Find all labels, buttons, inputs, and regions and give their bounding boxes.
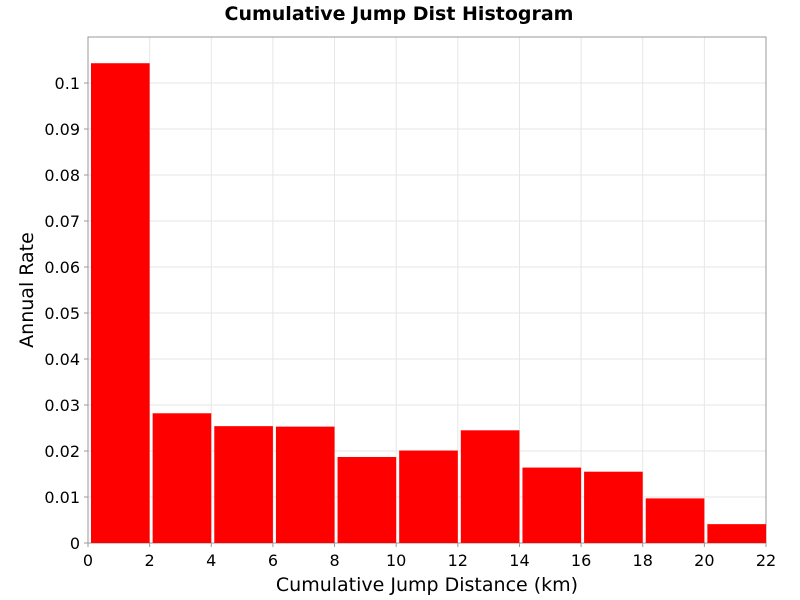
x-tick-label: 0 [83, 551, 93, 570]
y-tick-label: 0.08 [44, 166, 80, 185]
y-tick-label: 0.01 [44, 488, 80, 507]
y-tick-label: 0.1 [55, 74, 80, 93]
histogram-bar-8-10 [337, 456, 397, 543]
x-tick-label: 8 [329, 551, 339, 570]
histogram-bar-14-16 [522, 467, 582, 543]
y-tick-label: 0.06 [44, 258, 80, 277]
y-tick-label: 0.07 [44, 212, 80, 231]
histogram-bar-10-12 [399, 450, 458, 543]
x-tick-label: 4 [206, 551, 216, 570]
histogram-bar-0-2 [91, 63, 150, 543]
x-axis-ticks: 0 2 4 6 8 10 12 14 16 18 20 22 [83, 543, 776, 570]
chart-title: Cumulative Jump Dist Histogram [225, 3, 574, 25]
y-tick-label: 0.03 [44, 396, 80, 415]
histogram-bar-20-22 [707, 524, 766, 543]
x-axis-label: Cumulative Jump Distance (km) [276, 574, 578, 596]
x-tick-label: 12 [448, 551, 468, 570]
x-tick-label: 6 [268, 551, 278, 570]
histogram-bar-2-4 [152, 413, 212, 543]
x-tick-label: 18 [633, 551, 653, 570]
y-tick-label: 0.09 [44, 120, 80, 139]
x-tick-label: 10 [386, 551, 406, 570]
histogram-bar-4-6 [214, 426, 273, 543]
x-tick-label: 14 [509, 551, 529, 570]
histogram-bar-16-18 [584, 471, 643, 543]
y-axis-ticks: 0 0.01 0.02 0.03 0.04 0.05 0.06 0.07 0.08 0.09 0.1 [44, 74, 88, 553]
x-tick-label: 22 [756, 551, 776, 570]
y-tick-label: 0.02 [44, 442, 80, 461]
histogram-bar-12-14 [460, 430, 520, 543]
histogram-bar-6-8 [275, 426, 335, 543]
y-axis-label: Annual Rate [16, 232, 38, 348]
y-tick-label: 0 [70, 534, 80, 553]
y-tick-label: 0.05 [44, 304, 80, 323]
y-tick-label: 0.04 [44, 350, 80, 369]
x-tick-label: 20 [694, 551, 714, 570]
x-tick-label: 2 [145, 551, 155, 570]
bars [91, 63, 766, 543]
histogram-bar-18-20 [645, 498, 705, 543]
x-tick-label: 16 [571, 551, 591, 570]
